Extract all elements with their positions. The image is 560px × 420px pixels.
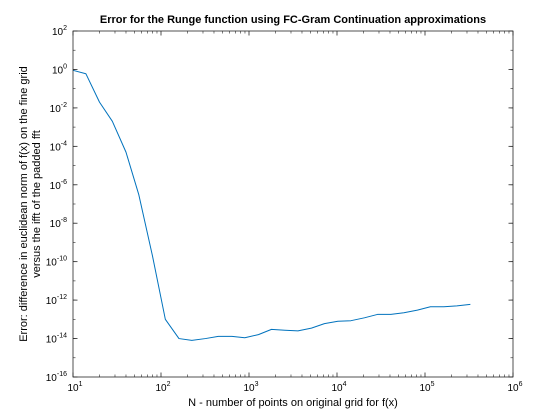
- y-tick-label: 10-16: [46, 371, 67, 384]
- y-tick-label: 10-4: [50, 140, 67, 153]
- y-axis-label-line-2: versus the ifft of the padded fft: [31, 130, 43, 278]
- ticks-layer: 101 102 103 104 105 106 102 100 10-2 10-4 10-6 10-8…: [46, 25, 523, 394]
- y-tick-label: 10-6: [50, 179, 67, 192]
- x-axis-label: N - number of points on original grid fo…: [188, 397, 398, 409]
- x-tick-label: 104: [331, 381, 346, 394]
- y-tick-label: 10-8: [50, 217, 67, 230]
- y-tick-label: 10-2: [50, 102, 67, 115]
- x-tick-label: 101: [67, 381, 82, 394]
- y-tick-label: 10-14: [46, 333, 67, 346]
- x-tick-label: 106: [507, 381, 522, 394]
- y-axis-label-line-1: Error: difference in euclidean norm of f…: [18, 66, 30, 342]
- x-tick-label: 102: [155, 381, 170, 394]
- x-tick-label: 103: [243, 381, 258, 394]
- y-tick-label: 100: [52, 63, 67, 76]
- y-tick-label: 102: [52, 25, 67, 38]
- x-tick-label: 105: [419, 381, 434, 394]
- series-line: [72, 69, 471, 341]
- y-tick-label: 10-12: [46, 294, 67, 307]
- chart-title: Error for the Runge function using FC-Gr…: [100, 14, 486, 26]
- series-layer: [72, 69, 471, 341]
- y-tick-label: 10-10: [46, 256, 67, 269]
- plot-area: [73, 31, 513, 377]
